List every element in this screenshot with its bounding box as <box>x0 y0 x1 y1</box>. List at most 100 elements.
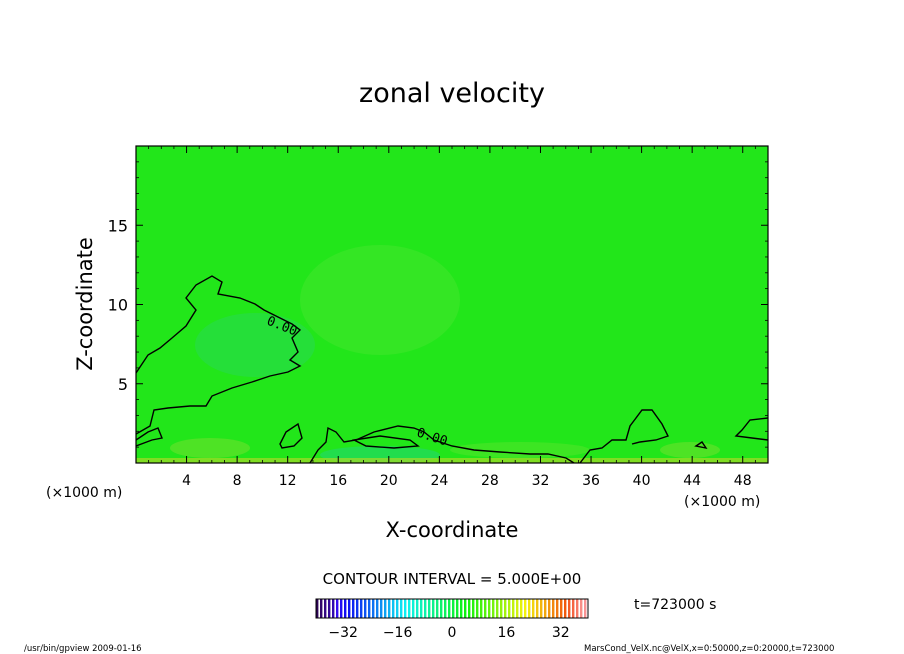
colorbar-segment <box>432 599 435 618</box>
x-tick-label: 36 <box>582 473 600 489</box>
colorbar-tick-label: −32 <box>328 625 358 641</box>
colorbar-tick-label: −16 <box>383 625 413 641</box>
colorbar-segment <box>584 599 587 618</box>
colorbar-segment <box>336 599 339 618</box>
x-tick-label: 8 <box>233 473 242 489</box>
colorbar-segment <box>500 599 503 618</box>
colorbar-segment <box>524 599 527 618</box>
x-tick-label: 44 <box>683 473 701 489</box>
x-tick-label: 32 <box>532 473 550 489</box>
colorbar-segment <box>512 599 515 618</box>
x-tick-label: 48 <box>734 473 752 489</box>
contour-lines <box>136 275 768 463</box>
contour-right-group <box>579 409 669 463</box>
colorbar-segment <box>572 599 575 618</box>
contour-zero-main <box>136 275 302 435</box>
colorbar-segment <box>480 599 483 618</box>
colorbar-segment <box>376 599 379 618</box>
colorbar-segment <box>348 599 351 618</box>
x-unit-left: (×1000 m) <box>46 485 122 501</box>
contour-lower-mid <box>309 425 575 463</box>
colorbar-segment <box>492 599 495 618</box>
colorbar-segment <box>440 599 443 618</box>
colorbar-segment <box>356 599 359 618</box>
colorbar-segment <box>428 599 431 618</box>
colorbar-segment <box>460 599 463 618</box>
colorbar-segment <box>444 599 447 618</box>
colorbar-segment <box>404 599 407 618</box>
y-tick-label: 15 <box>108 216 128 235</box>
colorbar-segment <box>580 599 583 618</box>
contour-interval: CONTOUR INTERVAL = 5.000E+00 <box>323 570 582 588</box>
colorbar-ticks: −32 −16 0 16 32 <box>328 625 569 641</box>
colorbar-segment <box>488 599 491 618</box>
colorbar-segment <box>320 599 323 618</box>
colorbar-tick-label: 0 <box>448 625 457 641</box>
x-tick-label: 12 <box>279 473 297 489</box>
colorbar-segment <box>484 599 487 618</box>
colorbar-segment <box>532 599 535 618</box>
colorbar-segment <box>396 599 399 618</box>
colorbar-segment <box>340 599 343 618</box>
footer-program: /usr/bin/gpview 2009-01-16 <box>24 644 142 654</box>
colorbar-segment <box>464 599 467 618</box>
colorbar-segment <box>576 599 579 618</box>
colorbar-segment <box>436 599 439 618</box>
colorbar-tick-label: 16 <box>497 625 515 641</box>
contour-right-edge <box>734 417 768 441</box>
colorbar-segment <box>468 599 471 618</box>
y-axis-label: Z-coordinate <box>73 237 97 371</box>
x-tick-label: 28 <box>481 473 499 489</box>
contour-left-corner <box>136 427 163 447</box>
colorbar-segment <box>416 599 419 618</box>
x-unit-right: (×1000 m) <box>684 494 760 510</box>
colorbar-segment <box>448 599 451 618</box>
colorbar-segment <box>420 599 423 618</box>
colorbar-segment <box>552 599 555 618</box>
contour-right-mark <box>694 441 708 450</box>
chart-title: zonal velocity <box>359 78 545 109</box>
colorbar-segment <box>372 599 375 618</box>
colorbar-segment <box>360 599 363 618</box>
colorbar-segment <box>548 599 551 618</box>
colorbar-segment <box>476 599 479 618</box>
colorbar-segment <box>408 599 411 618</box>
colorbar-segment <box>452 599 455 618</box>
colorbar-segment <box>316 599 319 618</box>
colorbar-segment <box>504 599 507 618</box>
colorbar-segment <box>368 599 371 618</box>
colorbar-segment <box>520 599 523 618</box>
colorbar <box>316 599 587 618</box>
x-tick-label: 4 <box>182 473 191 489</box>
colorbar-segment <box>332 599 335 618</box>
contour-blob-12 <box>279 422 303 449</box>
x-tick-label: 40 <box>633 473 651 489</box>
colorbar-segment <box>384 599 387 618</box>
colorbar-segment <box>472 599 475 618</box>
x-tick-label: 20 <box>380 473 398 489</box>
y-tick-label: 10 <box>108 296 128 315</box>
colorbar-segment <box>392 599 395 618</box>
y-tick-label: 5 <box>118 375 128 394</box>
colorbar-segment <box>544 599 547 618</box>
colorbar-segment <box>388 599 391 618</box>
plot-background <box>136 146 768 463</box>
x-axis-label: X-coordinate <box>386 518 519 542</box>
colorbar-segment <box>516 599 519 618</box>
x-axis-ticks: 4 8 12 16 20 24 28 32 36 40 44 48 <box>148 146 756 489</box>
x-tick-label: 16 <box>329 473 347 489</box>
colorbar-segment <box>508 599 511 618</box>
colorbar-tick-label: 32 <box>552 625 570 641</box>
colorbar-segment <box>536 599 539 618</box>
colorbar-segment <box>528 599 531 618</box>
colorbar-segment <box>564 599 567 618</box>
colorbar-segment <box>328 599 331 618</box>
colorbar-segment <box>456 599 459 618</box>
colorbar-segment <box>556 599 559 618</box>
colorbar-segment <box>324 599 327 618</box>
colorbar-segment <box>380 599 383 618</box>
colorbar-segment <box>568 599 571 618</box>
contour-small-loop <box>351 435 420 449</box>
colorbar-segment <box>424 599 427 618</box>
